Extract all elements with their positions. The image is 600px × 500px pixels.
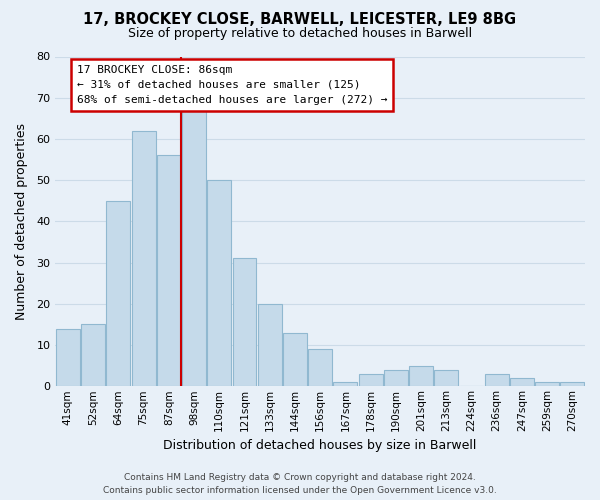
Bar — [485, 374, 509, 386]
Text: Size of property relative to detached houses in Barwell: Size of property relative to detached ho… — [128, 28, 472, 40]
Bar — [182, 110, 206, 386]
Bar — [359, 374, 383, 386]
Bar — [81, 324, 105, 386]
Bar — [157, 156, 181, 386]
X-axis label: Distribution of detached houses by size in Barwell: Distribution of detached houses by size … — [163, 440, 477, 452]
Bar — [510, 378, 534, 386]
Bar — [233, 258, 256, 386]
Bar — [258, 304, 281, 386]
Bar — [283, 332, 307, 386]
Bar — [308, 349, 332, 387]
Bar — [106, 201, 130, 386]
Bar — [334, 382, 358, 386]
Bar — [409, 366, 433, 386]
Bar — [207, 180, 231, 386]
Bar — [434, 370, 458, 386]
Bar — [535, 382, 559, 386]
Y-axis label: Number of detached properties: Number of detached properties — [15, 123, 28, 320]
Bar — [560, 382, 584, 386]
Bar — [56, 328, 80, 386]
Text: 17, BROCKEY CLOSE, BARWELL, LEICESTER, LE9 8BG: 17, BROCKEY CLOSE, BARWELL, LEICESTER, L… — [83, 12, 517, 28]
Bar — [384, 370, 408, 386]
Bar — [131, 130, 155, 386]
Text: 17 BROCKEY CLOSE: 86sqm
← 31% of detached houses are smaller (125)
68% of semi-d: 17 BROCKEY CLOSE: 86sqm ← 31% of detache… — [77, 64, 387, 105]
Text: Contains HM Land Registry data © Crown copyright and database right 2024.
Contai: Contains HM Land Registry data © Crown c… — [103, 474, 497, 495]
